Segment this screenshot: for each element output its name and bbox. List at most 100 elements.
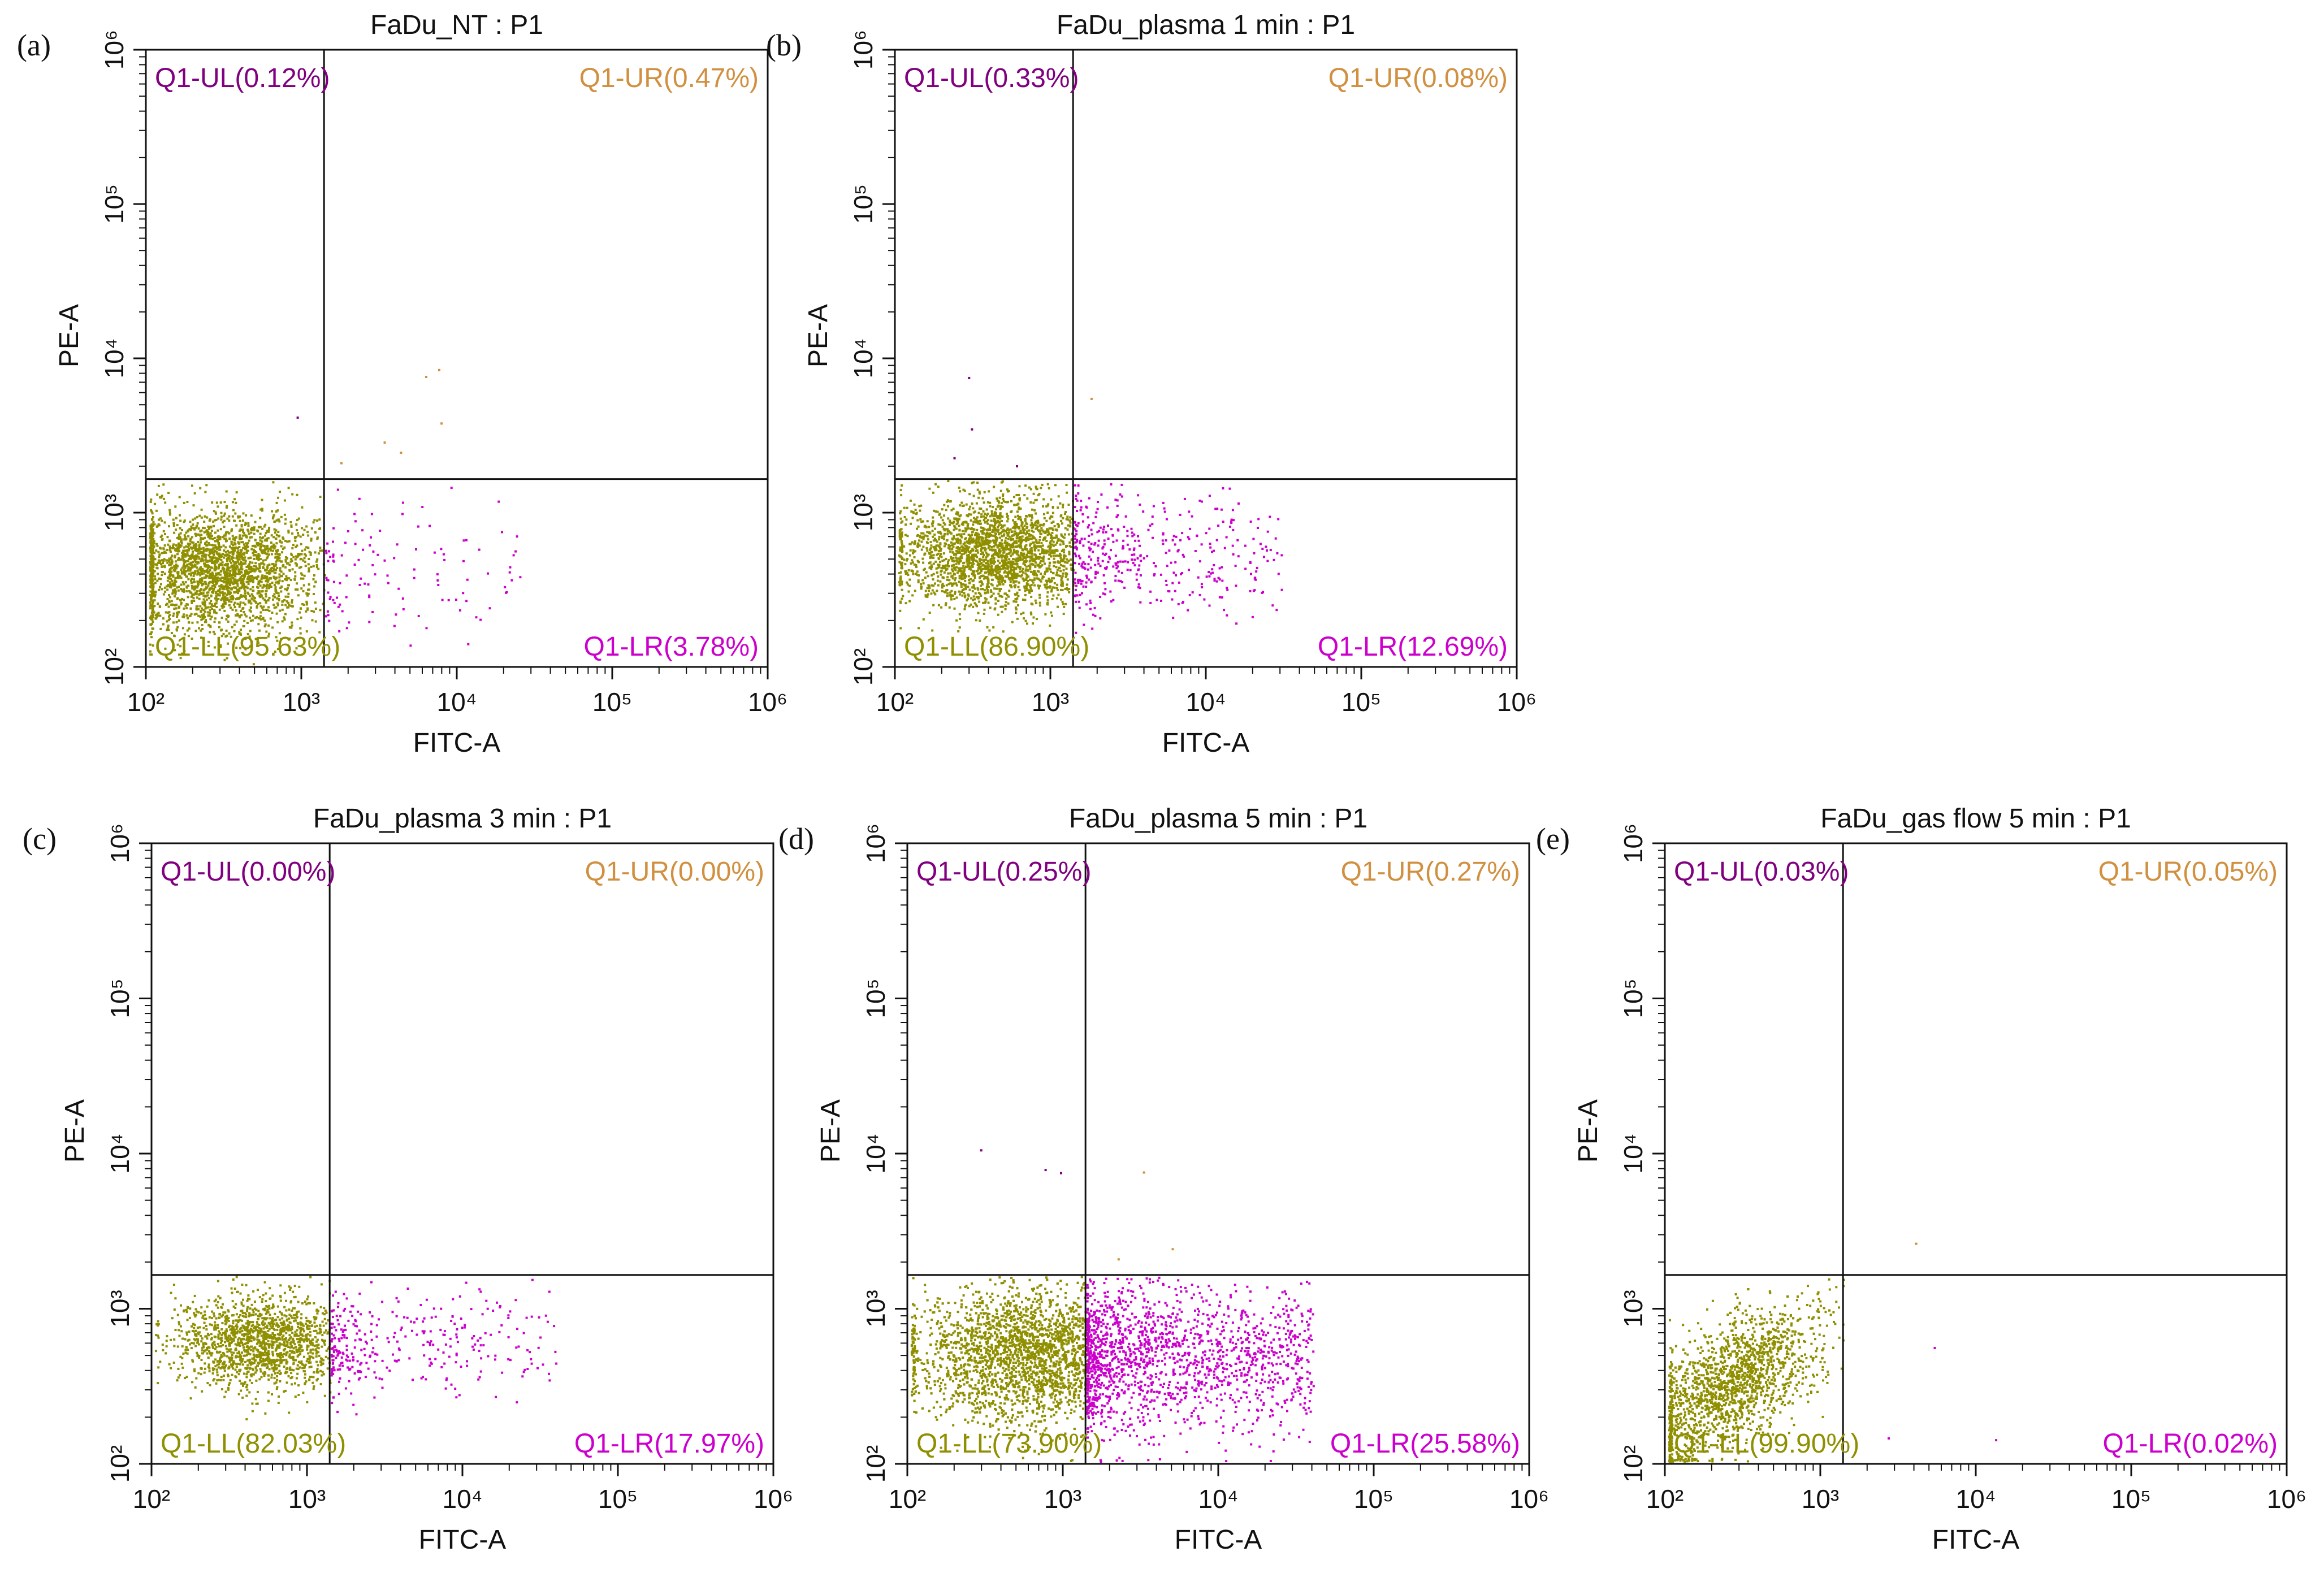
point-ll xyxy=(1045,505,1048,508)
point-ll xyxy=(285,577,288,580)
point-ll xyxy=(901,557,904,560)
point-ll xyxy=(298,566,301,569)
point-ll xyxy=(1058,524,1061,527)
point-ll xyxy=(305,592,308,595)
point-ll xyxy=(960,576,963,579)
point-ll xyxy=(179,645,182,648)
point-ll xyxy=(1045,580,1048,583)
point-ll xyxy=(971,590,974,593)
point-ll xyxy=(296,588,299,591)
point-ll xyxy=(1040,487,1042,489)
point-ll xyxy=(227,580,229,583)
point-ll xyxy=(215,572,218,575)
point-ll xyxy=(929,532,932,535)
point-ll xyxy=(968,567,971,570)
point-ll xyxy=(184,553,187,556)
point-ll xyxy=(1046,512,1049,514)
point-ll xyxy=(204,587,207,590)
point-ll xyxy=(204,536,206,539)
point-ll xyxy=(967,565,970,567)
point-ll xyxy=(932,554,935,557)
point-ll xyxy=(976,528,979,531)
point-ll xyxy=(249,577,252,580)
point-ll xyxy=(903,506,906,509)
point-ll xyxy=(981,588,984,591)
point-ll xyxy=(1051,528,1054,531)
point-ll xyxy=(214,556,217,559)
point-ll xyxy=(175,604,178,606)
point-ll xyxy=(188,615,191,618)
point-ll xyxy=(221,591,224,593)
point-ll xyxy=(976,541,979,544)
point-ll xyxy=(267,530,270,533)
point-ll xyxy=(232,550,235,553)
point-ll xyxy=(248,601,250,604)
point-ll xyxy=(1027,538,1029,540)
point-ll xyxy=(194,532,197,535)
point-ll xyxy=(987,564,990,566)
point-ll xyxy=(958,548,961,551)
point-ll xyxy=(172,614,175,617)
point-ll xyxy=(233,603,236,606)
point-ll xyxy=(159,578,162,580)
point-ll xyxy=(156,493,159,496)
point-ll xyxy=(200,560,202,562)
point-ll xyxy=(273,567,275,570)
point-ll xyxy=(235,566,237,569)
point-ll xyxy=(152,555,154,558)
point-ll xyxy=(944,542,946,545)
point-ll xyxy=(1041,529,1044,532)
point-ll xyxy=(918,627,920,630)
point-ll xyxy=(156,544,159,547)
point-ll xyxy=(928,612,931,614)
point-ll xyxy=(275,577,278,579)
point-ll xyxy=(249,606,252,609)
point-ll xyxy=(149,566,152,569)
point-ll xyxy=(998,587,1001,590)
point-ll xyxy=(239,576,242,579)
point-ll xyxy=(1035,539,1038,541)
point-ll xyxy=(278,599,280,601)
point-ll xyxy=(197,549,200,552)
point-ll xyxy=(1054,561,1057,564)
point-ll xyxy=(205,553,207,556)
point-ll xyxy=(150,509,152,512)
point-ll xyxy=(165,611,167,614)
point-ll xyxy=(1013,584,1016,587)
point-ll xyxy=(319,609,322,612)
point-ll xyxy=(1064,527,1067,530)
point-ll xyxy=(233,567,236,570)
point-ll xyxy=(220,635,223,638)
point-ll xyxy=(927,575,929,578)
point-ll xyxy=(271,582,274,584)
point-ll xyxy=(269,617,272,620)
point-ll xyxy=(1045,579,1048,582)
point-ll xyxy=(149,575,152,578)
point-ll xyxy=(149,569,152,571)
point-ll xyxy=(964,527,967,530)
point-ll xyxy=(259,517,262,519)
point-ll xyxy=(972,595,975,598)
point-ll xyxy=(202,609,205,612)
point-ll xyxy=(989,589,992,592)
point-ll xyxy=(316,536,319,539)
point-ll xyxy=(1032,570,1035,573)
point-ll xyxy=(191,527,193,530)
point-ll xyxy=(1063,533,1066,536)
point-ll xyxy=(163,558,166,561)
point-ll xyxy=(183,588,185,591)
point-ll xyxy=(191,484,193,487)
point-ll xyxy=(1015,559,1018,562)
point-ll xyxy=(227,578,230,580)
point-ll xyxy=(258,558,260,561)
point-ll xyxy=(209,602,211,605)
point-ll xyxy=(1041,483,1044,486)
point-lr xyxy=(332,540,334,543)
point-ll xyxy=(1045,567,1048,570)
point-ll xyxy=(905,518,908,521)
point-ll xyxy=(197,561,200,564)
point-ll xyxy=(294,562,297,565)
point-ll xyxy=(266,566,269,568)
point-ll xyxy=(237,516,240,519)
point-ll xyxy=(250,640,253,643)
